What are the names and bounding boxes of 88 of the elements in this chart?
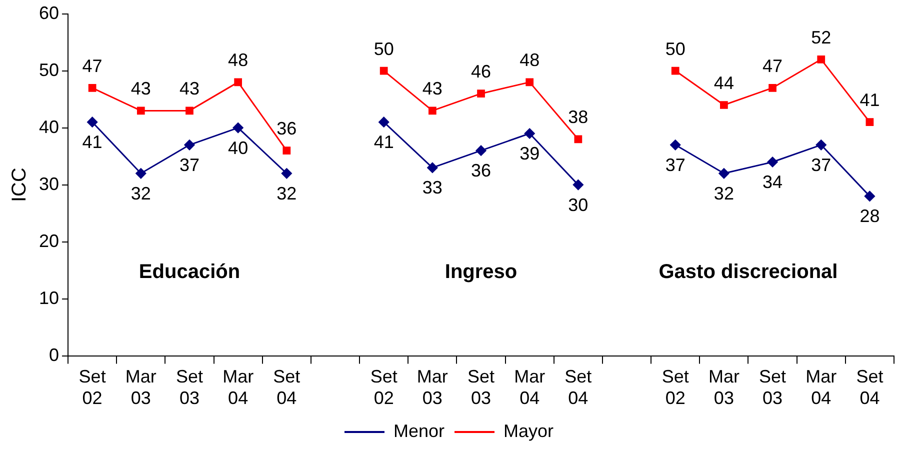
point (768, 84, 776, 92)
data-label: 41 (82, 132, 102, 152)
x-tick-label: Set 04 (856, 366, 884, 408)
data-label: 43 (130, 78, 151, 99)
y-tick-label: 20 (38, 230, 60, 251)
data-label: 28 (860, 206, 880, 226)
point (526, 78, 534, 86)
legend-label: Mayor (504, 420, 554, 441)
data-label: 36 (276, 118, 297, 139)
point (281, 168, 292, 179)
point (232, 122, 244, 134)
x-tick-label: Set 03 (759, 366, 786, 408)
y-tick-label: 30 (38, 174, 60, 194)
x-tick-label: Mar 03 (708, 366, 740, 408)
data-label: 50 (665, 38, 686, 59)
data-label: 32 (130, 183, 151, 204)
data-label: 44 (714, 72, 734, 93)
point (671, 66, 680, 75)
point (428, 106, 436, 115)
data-label: 43 (422, 78, 442, 99)
point (718, 168, 730, 179)
y-tick-label: 50 (38, 60, 60, 80)
data-label: 47 (762, 56, 783, 76)
data-label: 40 (228, 138, 248, 158)
point (670, 140, 681, 150)
y-tick-label: 40 (38, 116, 60, 137)
x-tick-label: Mar 04 (514, 366, 546, 408)
annotation: Gasto discrecional (658, 260, 838, 283)
point (184, 140, 195, 150)
point (186, 106, 194, 115)
point (572, 180, 584, 190)
point (574, 135, 582, 144)
y-tick-label: 60 (38, 2, 60, 23)
data-label: 50 (374, 38, 394, 59)
point (476, 145, 486, 156)
annotation: Educación (138, 260, 240, 283)
data-label: 32 (276, 183, 297, 204)
x-tick-label: Mar 04 (222, 366, 254, 408)
data-label: 52 (811, 27, 832, 48)
x-tick-label: Set 04 (564, 366, 592, 408)
x-tick-label: Set 03 (176, 366, 204, 408)
point (524, 128, 535, 139)
data-label: 41 (860, 90, 880, 110)
x-tick-label: Set 02 (662, 366, 689, 408)
x-tick-label: Set 03 (467, 366, 495, 408)
point (234, 78, 242, 86)
data-label: 32 (714, 183, 734, 204)
data-label: 33 (422, 178, 442, 198)
data-label: 43 (179, 78, 200, 99)
point (87, 116, 98, 128)
point (816, 140, 826, 150)
point (864, 190, 875, 202)
y-axis-title: ICC (8, 168, 31, 202)
point (866, 118, 874, 126)
x-tick-label: Set 04 (273, 366, 300, 408)
x-tick-label: Mar 04 (806, 366, 837, 408)
data-label: 39 (520, 143, 540, 164)
data-label: 48 (520, 50, 540, 70)
point (427, 162, 438, 173)
y-tick-label: 0 (49, 344, 60, 365)
data-label: 36 (470, 160, 492, 181)
point (88, 84, 96, 92)
annotation: Ingreso (444, 260, 518, 283)
data-label: 30 (568, 194, 588, 215)
y-tick-label: 10 (38, 288, 60, 308)
point (378, 116, 390, 128)
point (477, 90, 485, 98)
point (720, 101, 728, 109)
x-tick-label: Mar 03 (416, 366, 448, 408)
legend-label: Menor (393, 420, 445, 441)
point (136, 168, 146, 179)
data-label: 47 (82, 56, 102, 76)
data-label: 37 (665, 154, 686, 175)
x-tick-label: Set 02 (78, 366, 106, 408)
data-label: 48 (228, 50, 248, 70)
data-label: 41 (374, 132, 394, 152)
point (380, 66, 388, 75)
data-label: 37 (179, 154, 200, 175)
data-label: 34 (762, 172, 783, 192)
point (282, 146, 291, 155)
point (817, 55, 826, 64)
x-tick-label: Mar 03 (125, 366, 156, 408)
x-tick-label: Set 02 (370, 366, 398, 408)
data-label: 37 (811, 154, 832, 175)
data-label: 46 (470, 62, 492, 82)
point (136, 106, 145, 115)
point (767, 156, 778, 168)
data-label: 38 (568, 107, 588, 128)
